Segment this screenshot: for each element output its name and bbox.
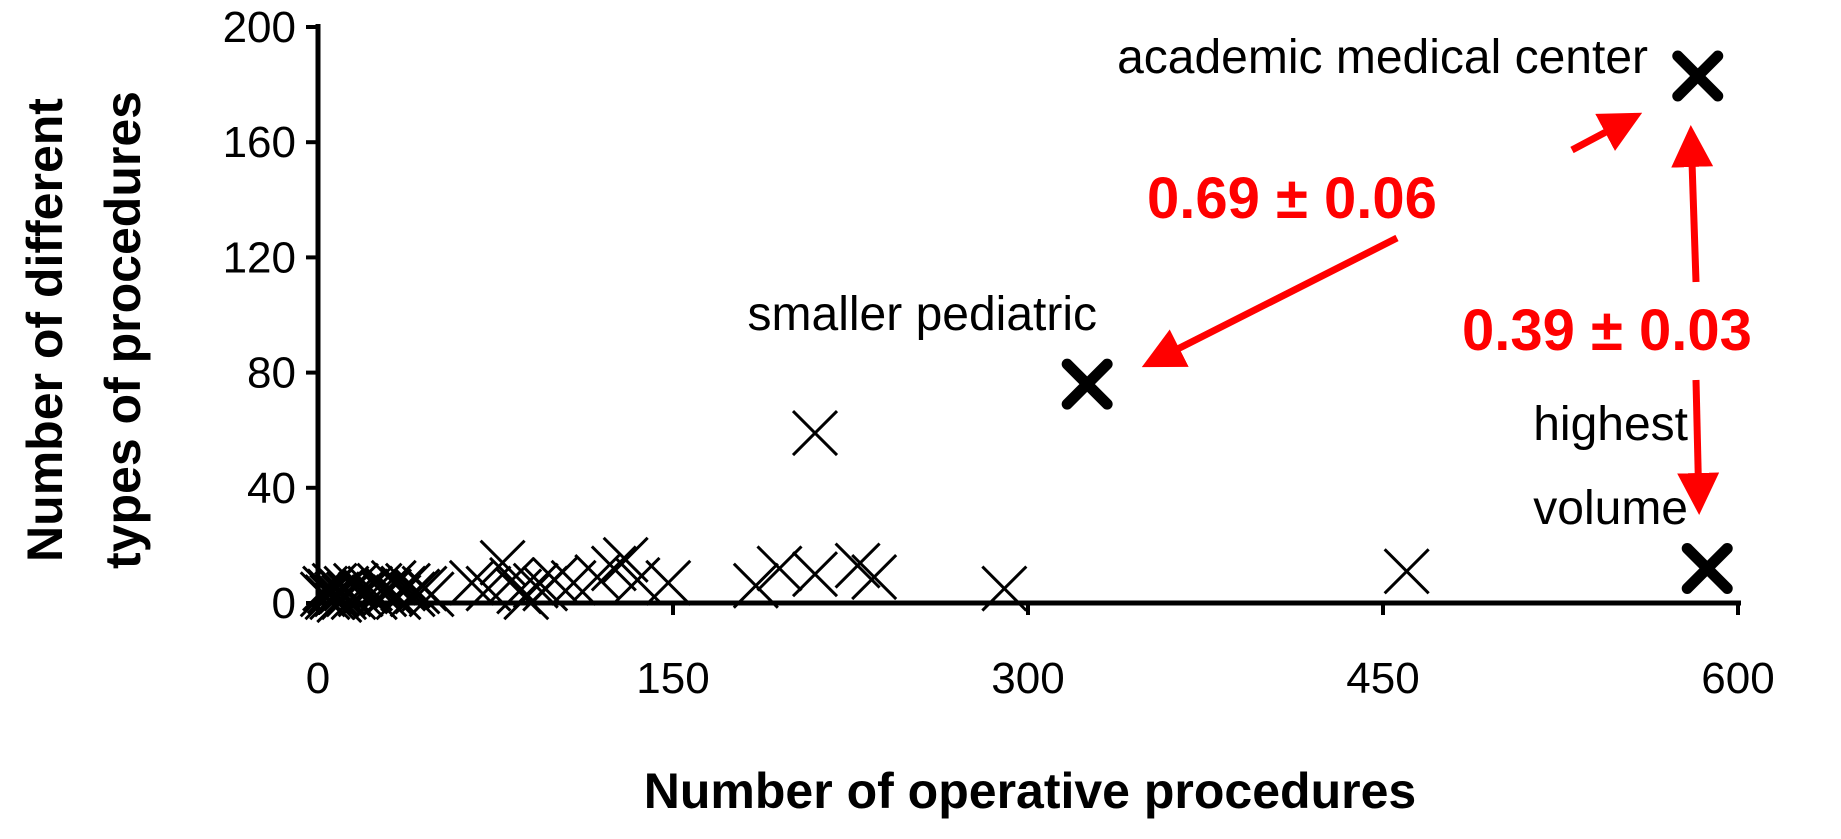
x-tick-label: 0 <box>306 654 330 703</box>
data-point <box>834 542 881 589</box>
highlighted-data-point <box>1672 50 1724 102</box>
data-point <box>791 410 839 457</box>
annotation-academic-medical-center: academic medical center <box>1117 31 1648 84</box>
highlighted-data-point <box>1681 542 1733 594</box>
data-point <box>732 562 779 609</box>
data-point <box>531 556 578 604</box>
data-points <box>299 50 1733 624</box>
arrow-to-smaller-pediatric <box>1141 234 1399 368</box>
y-tick-label: 120 <box>223 233 296 282</box>
correlation-label-2: 0.39 ± 0.03 <box>1462 298 1752 363</box>
y-axis-title-line1: Number of different <box>17 98 73 562</box>
data-point <box>590 545 637 592</box>
annotation-smaller-pediatric: smaller pediatric <box>748 288 1097 341</box>
data-point <box>602 536 649 583</box>
data-point <box>394 568 441 615</box>
x-ticks: 0 150 300 450 600 <box>306 603 1775 703</box>
y-axis-title-line2: types of procedures <box>95 91 151 569</box>
arrow-up-to-academic-center <box>1671 125 1714 283</box>
arrow-to-academic-center <box>1570 112 1643 154</box>
data-point <box>791 551 839 598</box>
data-point <box>512 562 559 609</box>
x-tick-label: 300 <box>991 654 1064 703</box>
arrow-down-to-highest-volume <box>1677 379 1720 515</box>
y-ticks: 0 40 80 120 160 200 <box>223 3 318 628</box>
x-tick-label: 450 <box>1346 654 1419 703</box>
y-tick-label: 0 <box>272 579 296 628</box>
highlighted-data-point <box>1061 358 1113 410</box>
y-tick-label: 200 <box>223 3 296 52</box>
data-point <box>574 554 621 601</box>
x-axis-title: Number of operative procedures <box>644 763 1416 819</box>
x-tick-label: 150 <box>636 654 709 703</box>
data-point <box>448 559 495 606</box>
data-point <box>645 559 692 606</box>
correlation-label-1: 0.69 ± 0.06 <box>1147 166 1437 231</box>
annotation-volume: volume <box>1533 482 1688 535</box>
data-point <box>384 562 431 609</box>
y-tick-label: 40 <box>247 464 296 513</box>
data-point <box>1383 548 1430 595</box>
data-point <box>351 574 398 621</box>
data-point <box>981 565 1028 612</box>
y-tick-label: 80 <box>247 349 296 398</box>
data-point <box>851 554 898 601</box>
data-point <box>479 539 526 586</box>
annotation-highest: highest <box>1533 398 1688 451</box>
y-tick-label: 160 <box>223 118 296 167</box>
x-tick-label: 600 <box>1701 654 1774 703</box>
data-point <box>408 571 455 618</box>
data-point <box>614 556 661 604</box>
